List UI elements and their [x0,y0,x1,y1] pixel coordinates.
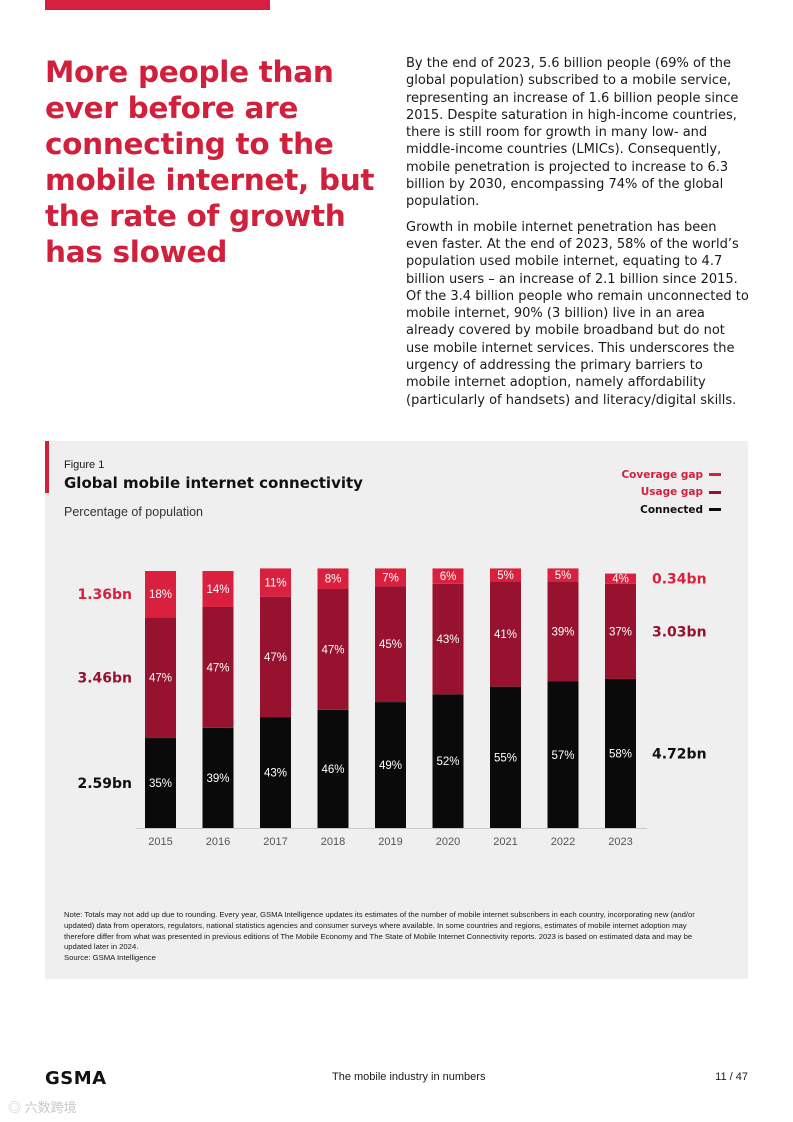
bar-connected-2015 [145,738,176,828]
bar-usage-gap-2021 [490,581,521,687]
bar-coverage-gap-2015 [145,571,176,618]
data-label-usage-gap-2020: 43% [436,634,459,646]
bar-usage-gap-2016 [202,606,234,728]
legend-item-coverage-gap: Coverage gap [560,466,721,484]
x-tick-label-2019: 2019 [378,836,402,848]
x-tick-label-2023: 2023 [608,836,632,848]
data-label-coverage-gap-2016: 14% [206,584,229,596]
bar-coverage-gap-2019 [375,568,406,587]
x-tick-label-2020: 2020 [436,836,460,848]
bar-connected-2018 [317,709,349,828]
figure-subtitle: Percentage of population [64,505,203,519]
data-label-connected-2017: 43% [264,768,287,780]
figure-title: Global mobile internet connectivity [64,474,363,492]
data-label-usage-gap-2017: 47% [264,652,287,664]
bar-connected-2017 [260,717,291,828]
data-label-coverage-gap-2021: 5% [497,570,514,582]
stacked-bar-chart: 35% 47% 18% 2015 39% 47% 14% 2016 43% 47% 11% 2017 4… [77,568,707,848]
data-label-connected-2021: 55% [494,752,517,764]
figure-note: Note: Totals may not add up due to round… [64,910,714,964]
data-label-usage-gap-2021: 41% [494,629,517,641]
bar-usage-gap-2023 [605,583,636,679]
footer-publication-title: The mobile industry in numbers [332,1071,486,1083]
legend-swatch-usage-gap [709,490,721,494]
bar-coverage-gap-2022 [547,568,579,582]
data-label-usage-gap-2023: 37% [609,626,632,638]
page-number: 11 / 47 [715,1071,748,1083]
bar-coverage-gap-2018 [317,568,349,589]
chart-legend: Coverage gap Usage gap Connected [560,466,721,519]
data-label-connected-2020: 52% [436,756,459,768]
data-label-connected-2019: 49% [379,760,402,772]
bar-usage-gap-2015 [145,617,176,739]
data-label-usage-gap-2015: 47% [149,673,172,685]
right-annotation-connected: 4.72bn [652,746,707,762]
bar-connected-2021 [490,686,521,828]
figure-label: Figure 1 [64,459,105,471]
data-label-connected-2015: 35% [149,778,172,790]
bar-connected-2016 [202,727,234,828]
x-tick-label-2015: 2015 [148,836,172,848]
x-tick-label-2017: 2017 [263,836,287,848]
legend-swatch-connected [709,508,721,512]
page-headline: More people than ever before are connect… [45,55,375,269]
data-label-connected-2023: 58% [609,748,632,760]
source-text: Source: GSMA Intelligence [64,953,156,963]
top-accent-bar [45,0,270,10]
right-annotation-usage-gap: 3.03bn [652,624,707,640]
watermark-icon: ◎ [8,1100,22,1115]
bar-connected-2022 [547,681,579,828]
bar-usage-gap-2020 [432,583,464,695]
data-label-usage-gap-2016: 47% [206,662,229,674]
bar-connected-2020 [432,694,464,828]
gsma-logo: GSMA [45,1068,107,1089]
x-tick-label-2016: 2016 [206,836,230,848]
data-label-coverage-gap-2018: 8% [325,574,342,586]
legend-swatch-coverage-gap [709,473,721,477]
data-label-coverage-gap-2017: 11% [264,578,286,590]
bar-coverage-gap-2016 [202,571,234,607]
legend-label-coverage-gap: Coverage gap [621,468,703,481]
data-label-coverage-gap-2022: 5% [555,570,572,582]
bar-coverage-gap-2017 [260,568,291,597]
bar-usage-gap-2019 [375,586,406,703]
right-annotation-coverage-gap: 0.34bn [652,572,707,588]
data-label-connected-2018: 46% [321,764,344,776]
bar-coverage-gap-2020 [432,568,464,584]
data-label-connected-2022: 57% [551,750,574,762]
left-annotation-usage-gap: 3.46bn [77,671,132,687]
legend-label-usage-gap: Usage gap [640,486,703,499]
watermark-logo: ◎ 六数跨境 [8,1097,77,1116]
data-label-usage-gap-2018: 47% [321,644,344,656]
data-label-usage-gap-2022: 39% [551,626,574,638]
data-label-coverage-gap-2020: 6% [440,571,457,583]
watermark-text: 六数跨境 [24,1100,77,1115]
note-text: Note: Totals may not add up due to round… [64,910,695,952]
bar-connected-2019 [375,702,406,828]
paragraph-1: By the end of 2023, 5.6 billion people (… [406,56,739,210]
bar-usage-gap-2022 [547,581,579,682]
legend-label-connected: Connected [640,503,703,516]
data-label-coverage-gap-2023: 4% [612,574,629,586]
bar-usage-gap-2018 [317,588,349,710]
figure-accent-bar [45,441,49,493]
data-label-coverage-gap-2019: 7% [382,572,399,584]
paragraph-2: Growth in mobile internet penetration ha… [406,219,749,408]
left-annotation-coverage-gap: 1.36bn [77,587,132,603]
data-label-coverage-gap-2015: 18% [149,589,172,601]
bar-coverage-gap-2021 [490,568,521,582]
x-tick-label-2021: 2021 [493,836,517,848]
bar-coverage-gap-2023 [605,573,636,584]
bar-connected-2023 [605,678,636,828]
left-annotation-connected: 2.59bn [77,776,132,792]
x-tick-label-2018: 2018 [321,836,345,848]
x-tick-label-2022: 2022 [551,836,575,848]
data-label-usage-gap-2019: 45% [379,639,402,651]
legend-item-usage-gap: Usage gap [560,484,721,502]
body-text: By the end of 2023, 5.6 billion people (… [406,55,751,417]
data-label-connected-2016: 39% [206,773,229,785]
legend-item-connected: Connected [560,501,721,519]
bar-usage-gap-2017 [260,596,291,718]
